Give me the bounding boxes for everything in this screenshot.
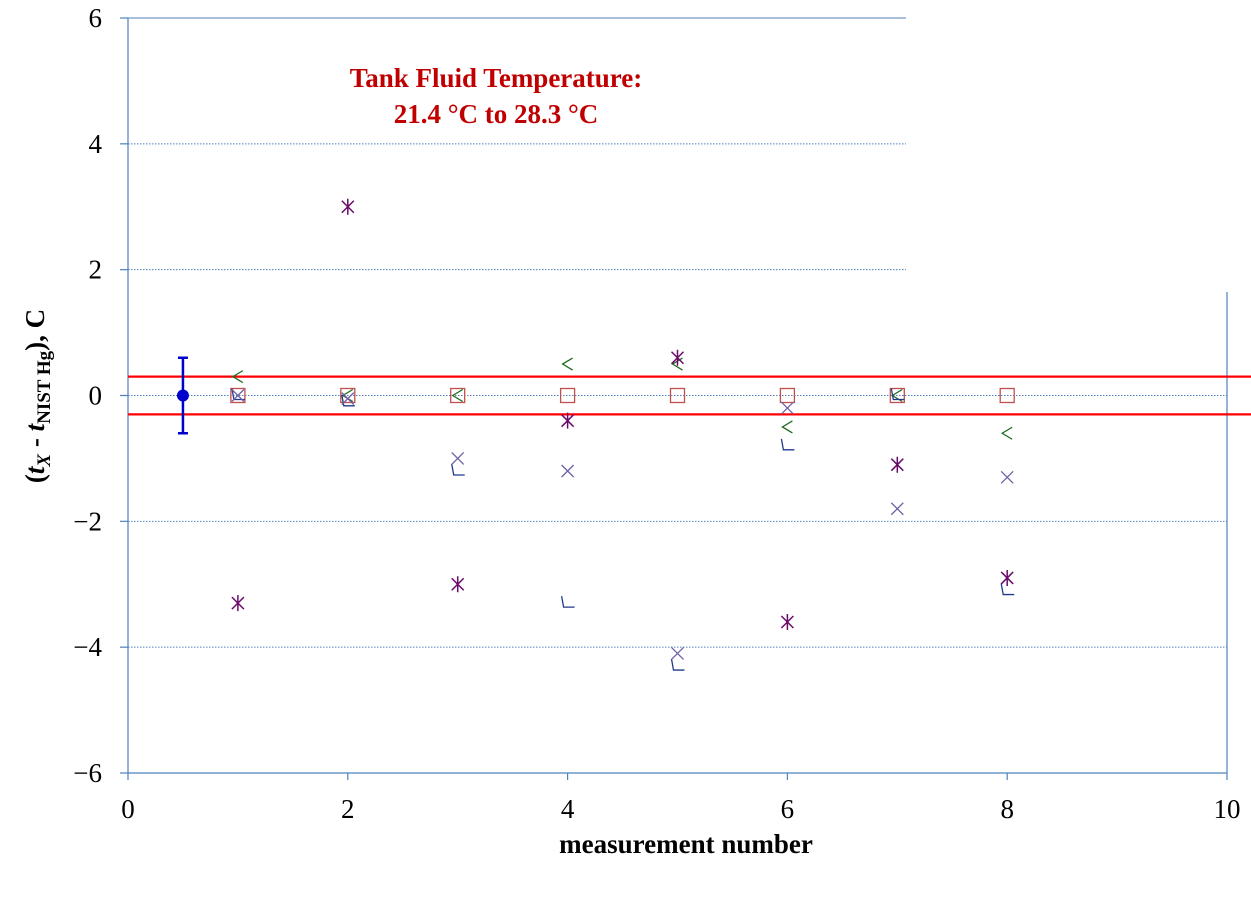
y-tick-label: −2 — [73, 506, 102, 536]
y-axis-title-sub1: X — [34, 453, 55, 468]
x-tick-label: 2 — [341, 794, 355, 824]
star-marker — [780, 614, 794, 630]
triangle-marker — [560, 596, 575, 608]
y-axis-title-t2: t — [20, 422, 50, 431]
square-marker — [450, 387, 466, 404]
x-marker — [780, 401, 794, 415]
x-marker — [890, 502, 904, 516]
star-marker — [341, 198, 355, 215]
grid — [128, 17, 1227, 648]
star-marker — [890, 456, 904, 473]
x-marker — [231, 389, 245, 402]
diamond-marker — [561, 357, 573, 371]
diamond-marker — [231, 370, 244, 384]
x-tick-label: 0 — [121, 794, 135, 824]
x-tick-label: 4 — [561, 794, 575, 824]
axes — [120, 17, 1228, 780]
reference-point — [176, 356, 189, 435]
x-tick-label: 10 — [1214, 794, 1241, 824]
square-marker — [559, 387, 576, 404]
x-marker — [451, 451, 465, 465]
triangle-marker — [451, 463, 465, 476]
y-axis-title: (tX - tNIST Hg), C — [20, 309, 55, 483]
reference-point-marker — [176, 389, 189, 402]
star-marker — [451, 576, 465, 593]
diamond-marker — [1000, 426, 1013, 440]
diamond-marker — [781, 420, 793, 434]
x-tick-label: 6 — [781, 794, 795, 824]
y-axis-title-close: ), C — [20, 309, 50, 351]
star-marker — [561, 412, 575, 429]
x-axis-title: measurement number — [559, 829, 813, 859]
square-marker — [230, 387, 246, 404]
y-tick-label: 6 — [89, 3, 103, 33]
y-axis-title-open: ( — [20, 474, 50, 483]
triangle-marker — [890, 388, 905, 401]
square-marker — [669, 387, 686, 404]
y-axis-title-t1: t — [20, 465, 50, 474]
y-tick-labels: 6 4 2 0 −2 −4 −6 — [73, 3, 102, 788]
y-tick-label: 2 — [89, 255, 103, 285]
triangle-marker — [341, 394, 355, 407]
triangle-marker — [670, 658, 685, 671]
tolerance-band — [128, 375, 1251, 416]
y-tick-label: −4 — [73, 632, 102, 662]
diamond-marker — [451, 388, 464, 403]
y-tick-label: −6 — [73, 758, 102, 788]
annotation-line-2: 21.4 °C to 28.3 °C — [394, 99, 599, 129]
y-tick-label: 4 — [89, 129, 103, 159]
triangle-marker — [780, 438, 795, 451]
data-marks — [230, 198, 1015, 671]
star-marker — [231, 595, 245, 612]
y-axis-title-sub2: NIST Hg — [34, 350, 55, 424]
y-tick-label: 0 — [89, 381, 103, 411]
annotation-line-1: Tank Fluid Temperature: — [350, 63, 643, 93]
x-tick-label: 8 — [1000, 794, 1014, 824]
x-marker — [1000, 470, 1014, 484]
star-marker — [670, 349, 685, 366]
star-marker — [1000, 569, 1014, 586]
square-marker — [779, 387, 796, 404]
x-marker — [671, 646, 684, 660]
x-tick-labels: 0 2 4 6 8 10 — [121, 794, 1240, 824]
y-axis-title-mid: - — [20, 431, 50, 454]
x-marker — [561, 464, 575, 478]
triangle-marker — [1000, 583, 1015, 596]
square-marker — [889, 387, 905, 404]
square-marker — [340, 387, 356, 404]
x-marker — [341, 392, 355, 406]
square-marker — [999, 387, 1015, 404]
